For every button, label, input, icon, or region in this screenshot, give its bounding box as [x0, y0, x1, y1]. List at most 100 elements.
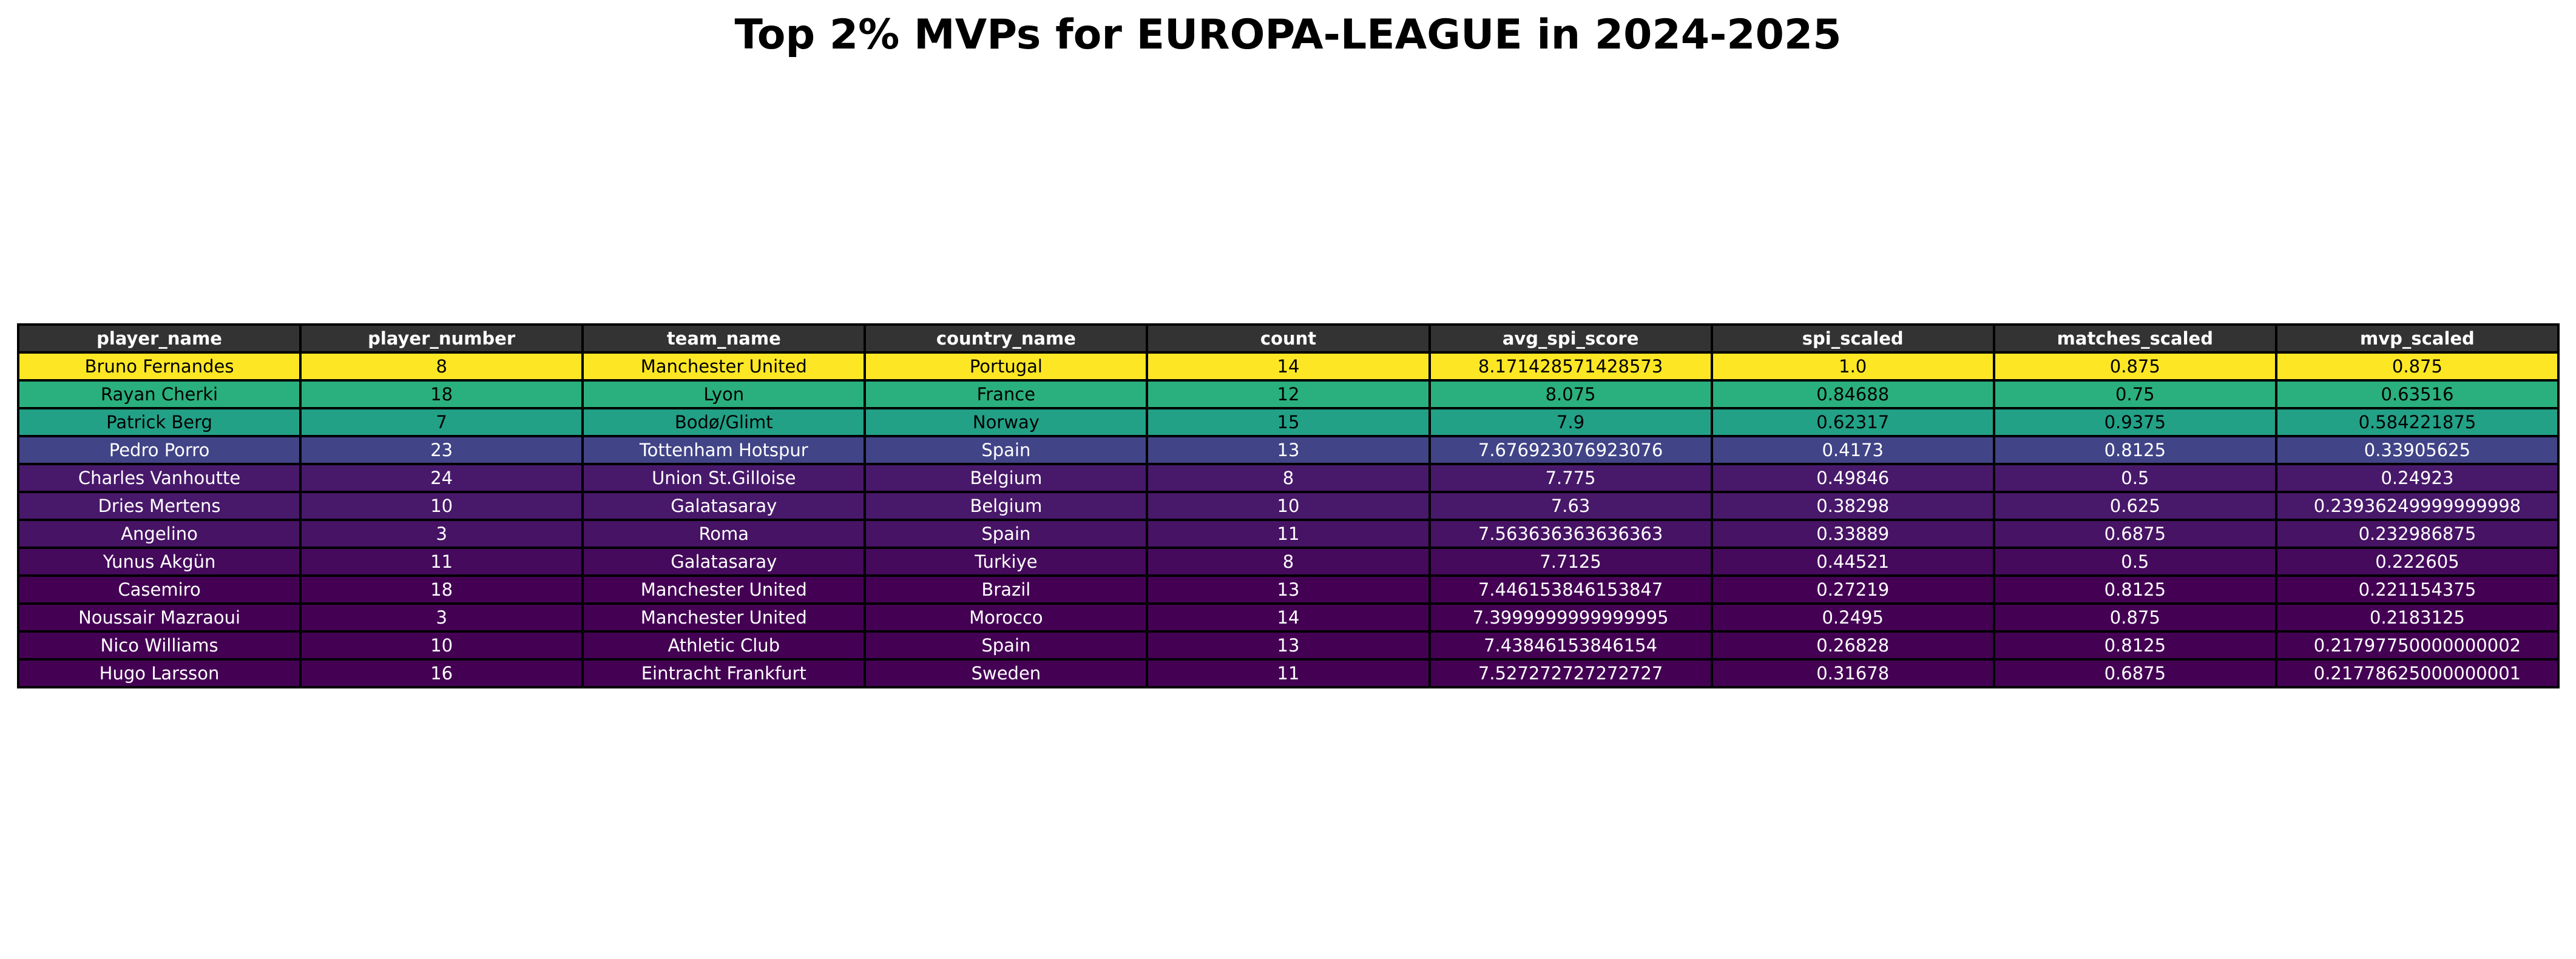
chart-title: Top 2% MVPs for EUROPA-LEAGUE in 2024-20…	[734, 11, 1842, 59]
table-cell-spi-scaled: 0.31678	[1710, 658, 1995, 688]
table-cell-spi-scaled: 0.38298	[1710, 491, 1995, 521]
table-cell-country-name: Belgium	[864, 491, 1149, 521]
table-cell-matches-scaled: 0.6875	[1992, 658, 2277, 688]
column-header-spi-scaled: spi_scaled	[1710, 323, 1995, 354]
table-cell-team-name: Roma	[581, 519, 867, 549]
table-row: Dries Mertens 10 Galatasaray Belgium 10 7.63 0…	[16, 491, 2560, 521]
table-cell-player-number: 10	[299, 491, 584, 521]
table-cell-team-name: Galatasaray	[581, 547, 867, 577]
table-cell-matches-scaled: 0.875	[1992, 351, 2277, 382]
mvp-table: player_name player_number team_name country…	[16, 323, 2560, 688]
table-cell-player-number: 3	[299, 602, 584, 633]
table-row: Patrick Berg 7 Bodø/Glimt Norway 15 7.9 0.6231…	[16, 407, 2560, 437]
table-cell-avg-spi-score: 7.3999999999999995	[1428, 602, 1713, 633]
table-cell-player-name: Charles Vanhoutte	[16, 463, 302, 493]
table-row: Nico Williams 10 Athletic Club Spain 13 7.438…	[16, 630, 2560, 661]
table-cell-player-name: Dries Mertens	[16, 491, 302, 521]
table-cell-count: 12	[1146, 379, 1431, 409]
table-cell-mvp-scaled: 0.232986875	[2274, 519, 2560, 549]
table-cell-matches-scaled: 0.9375	[1992, 407, 2277, 437]
table-cell-mvp-scaled: 0.24923	[2274, 463, 2560, 493]
table-cell-country-name: Spain	[864, 630, 1149, 661]
table-cell-team-name: Eintracht Frankfurt	[581, 658, 867, 688]
table-cell-player-number: 10	[299, 630, 584, 661]
table-cell-avg-spi-score: 8.171428571428573	[1428, 351, 1713, 382]
table-cell-player-name: Yunus Akgün	[16, 547, 302, 577]
table-cell-player-name: Bruno Fernandes	[16, 351, 302, 382]
table-cell-count: 15	[1146, 407, 1431, 437]
table-cell-count: 13	[1146, 435, 1431, 465]
table-cell-avg-spi-score: 7.775	[1428, 463, 1713, 493]
table-cell-team-name: Lyon	[581, 379, 867, 409]
table-cell-player-name: Nico Williams	[16, 630, 302, 661]
table-cell-team-name: Athletic Club	[581, 630, 867, 661]
table-row: Angelino 3 Roma Spain 11 7.563636363636363 0.3…	[16, 519, 2560, 549]
table-cell-country-name: Norway	[864, 407, 1149, 437]
table-cell-player-number: 3	[299, 519, 584, 549]
table-row: Casemiro 18 Manchester United Brazil 13 7.446…	[16, 574, 2560, 605]
table-cell-country-name: Turkiye	[864, 547, 1149, 577]
table-cell-team-name: Manchester United	[581, 351, 867, 382]
table-cell-avg-spi-score: 7.43846153846154	[1428, 630, 1713, 661]
table-cell-matches-scaled: 0.625	[1992, 491, 2277, 521]
header-row: player_name player_number team_name country…	[16, 323, 2560, 354]
table-cell-player-number: 7	[299, 407, 584, 437]
table-cell-player-number: 23	[299, 435, 584, 465]
table-cell-avg-spi-score: 8.075	[1428, 379, 1713, 409]
table-row: Hugo Larsson 16 Eintracht Frankfurt Sweden 1…	[16, 658, 2560, 688]
mvp-table-container: player_name player_number team_name country…	[16, 323, 2560, 688]
table-cell-count: 11	[1146, 658, 1431, 688]
table-cell-matches-scaled: 0.8125	[1992, 435, 2277, 465]
table-cell-count: 8	[1146, 547, 1431, 577]
table-cell-matches-scaled: 0.8125	[1992, 574, 2277, 605]
table-cell-mvp-scaled: 0.63516	[2274, 379, 2560, 409]
table-cell-mvp-scaled: 0.33905625	[2274, 435, 2560, 465]
table-cell-spi-scaled: 0.44521	[1710, 547, 1995, 577]
table-cell-team-name: Tottenham Hotspur	[581, 435, 867, 465]
table-cell-country-name: Sweden	[864, 658, 1149, 688]
column-header-matches-scaled: matches_scaled	[1992, 323, 2277, 354]
table-cell-mvp-scaled: 0.222605	[2274, 547, 2560, 577]
table-cell-player-name: Rayan Cherki	[16, 379, 302, 409]
column-header-avg-spi-score: avg_spi_score	[1428, 323, 1713, 354]
table-cell-player-number: 8	[299, 351, 584, 382]
table-cell-country-name: Brazil	[864, 574, 1149, 605]
table-cell-player-name: Casemiro	[16, 574, 302, 605]
table-cell-avg-spi-score: 7.676923076923076	[1428, 435, 1713, 465]
table-cell-spi-scaled: 1.0	[1710, 351, 1995, 382]
table-cell-mvp-scaled: 0.584221875	[2274, 407, 2560, 437]
table-cell-matches-scaled: 0.75	[1992, 379, 2277, 409]
table-cell-mvp-scaled: 0.23936249999999998	[2274, 491, 2560, 521]
table-cell-player-name: Noussair Mazraoui	[16, 602, 302, 633]
table-cell-avg-spi-score: 7.7125	[1428, 547, 1713, 577]
table-cell-matches-scaled: 0.875	[1992, 602, 2277, 633]
table-cell-team-name: Manchester United	[581, 574, 867, 605]
table-cell-spi-scaled: 0.49846	[1710, 463, 1995, 493]
table-cell-spi-scaled: 0.33889	[1710, 519, 1995, 549]
table-cell-team-name: Galatasaray	[581, 491, 867, 521]
table-cell-count: 8	[1146, 463, 1431, 493]
table-cell-spi-scaled: 0.27219	[1710, 574, 1995, 605]
table-cell-count: 13	[1146, 630, 1431, 661]
table-row: Pedro Porro 23 Tottenham Hotspur Spain 13 7.6…	[16, 435, 2560, 465]
table-cell-avg-spi-score: 7.563636363636363	[1428, 519, 1713, 549]
table-cell-count: 13	[1146, 574, 1431, 605]
table-cell-spi-scaled: 0.62317	[1710, 407, 1995, 437]
table-cell-country-name: Spain	[864, 519, 1149, 549]
table-cell-count: 14	[1146, 602, 1431, 633]
table-cell-avg-spi-score: 7.527272727272727	[1428, 658, 1713, 688]
table-header: player_name player_number team_name country…	[16, 323, 2560, 354]
table-row: Noussair Mazraoui 3 Manchester United Moroc…	[16, 602, 2560, 633]
table-cell-mvp-scaled: 0.2183125	[2274, 602, 2560, 633]
column-header-player-name: player_name	[16, 323, 302, 354]
table-cell-player-name: Angelino	[16, 519, 302, 549]
column-header-mvp-scaled: mvp_scaled	[2274, 323, 2560, 354]
table-body: Bruno Fernandes 8 Manchester United Portuga…	[16, 351, 2560, 688]
table-cell-player-number: 18	[299, 574, 584, 605]
table-cell-matches-scaled: 0.8125	[1992, 630, 2277, 661]
table-cell-country-name: Spain	[864, 435, 1149, 465]
table-cell-spi-scaled: 0.26828	[1710, 630, 1995, 661]
table-cell-player-number: 18	[299, 379, 584, 409]
table-cell-count: 11	[1146, 519, 1431, 549]
column-header-team-name: team_name	[581, 323, 867, 354]
